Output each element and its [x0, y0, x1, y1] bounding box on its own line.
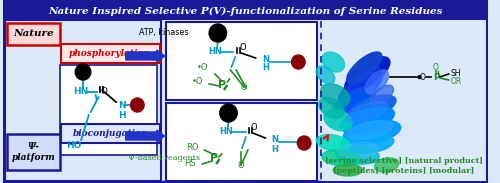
Text: Ψ-based reagents: Ψ-based reagents: [128, 154, 200, 162]
Ellipse shape: [346, 102, 388, 122]
Circle shape: [220, 104, 237, 122]
Ellipse shape: [340, 107, 394, 133]
Circle shape: [418, 76, 421, 79]
FancyArrow shape: [126, 130, 164, 142]
Text: •O: •O: [192, 77, 203, 87]
Ellipse shape: [333, 87, 376, 113]
Circle shape: [76, 64, 91, 80]
FancyBboxPatch shape: [60, 65, 156, 155]
Text: RO: RO: [186, 143, 199, 152]
Text: O: O: [420, 72, 426, 81]
Ellipse shape: [346, 52, 382, 84]
FancyBboxPatch shape: [8, 134, 60, 170]
Ellipse shape: [338, 142, 379, 158]
Ellipse shape: [348, 121, 393, 139]
Ellipse shape: [320, 84, 350, 106]
Text: O: O: [238, 162, 244, 171]
Ellipse shape: [340, 133, 394, 153]
Text: N: N: [262, 55, 269, 64]
Text: [peptides] [proteins] [modular]: [peptides] [proteins] [modular]: [334, 167, 474, 175]
Text: Nature Inspired Selective P(V)-functionalization of Serine Residues: Nature Inspired Selective P(V)-functiona…: [48, 6, 443, 16]
Text: P: P: [218, 80, 226, 90]
Text: Ψ-
platform: Ψ- platform: [12, 142, 56, 162]
FancyBboxPatch shape: [166, 103, 317, 181]
Text: P: P: [210, 153, 218, 163]
Text: phosphorylation: phosphorylation: [69, 49, 151, 59]
Text: O: O: [240, 42, 246, 51]
FancyBboxPatch shape: [322, 21, 486, 181]
Ellipse shape: [316, 135, 350, 152]
Ellipse shape: [333, 164, 362, 176]
Text: O: O: [250, 122, 257, 132]
Ellipse shape: [374, 158, 398, 172]
Text: O: O: [101, 87, 108, 96]
Text: H: H: [118, 111, 126, 119]
Text: bioconjugation: bioconjugation: [72, 130, 148, 139]
Text: HS: HS: [184, 158, 196, 167]
Text: H: H: [262, 64, 269, 72]
Text: N: N: [272, 135, 278, 145]
Ellipse shape: [365, 70, 388, 94]
FancyBboxPatch shape: [166, 22, 317, 100]
Text: HN: HN: [74, 87, 88, 96]
Text: HO: HO: [66, 141, 82, 150]
Text: [serine selective] [natural product]: [serine selective] [natural product]: [325, 157, 483, 165]
Ellipse shape: [344, 57, 390, 93]
Ellipse shape: [322, 150, 360, 166]
Ellipse shape: [348, 95, 396, 121]
Text: H: H: [272, 145, 278, 154]
Ellipse shape: [370, 85, 394, 105]
Ellipse shape: [339, 73, 382, 103]
Ellipse shape: [348, 67, 380, 93]
Ellipse shape: [316, 66, 335, 84]
Ellipse shape: [319, 98, 344, 118]
Text: O: O: [433, 64, 439, 72]
Circle shape: [298, 136, 311, 150]
Circle shape: [130, 98, 144, 112]
FancyBboxPatch shape: [60, 124, 160, 143]
Text: N: N: [118, 100, 126, 109]
Ellipse shape: [336, 146, 379, 164]
FancyBboxPatch shape: [4, 1, 488, 20]
Circle shape: [209, 24, 226, 42]
Circle shape: [292, 55, 305, 69]
Ellipse shape: [324, 109, 352, 131]
Text: Nature: Nature: [14, 29, 54, 38]
Text: OR: OR: [450, 77, 462, 87]
Ellipse shape: [344, 120, 401, 144]
Ellipse shape: [322, 52, 344, 72]
Text: P: P: [432, 72, 440, 81]
Text: •O: •O: [196, 64, 208, 72]
Text: HN: HN: [220, 128, 234, 137]
Text: O: O: [240, 83, 248, 92]
FancyBboxPatch shape: [4, 1, 488, 182]
Text: HN: HN: [208, 48, 222, 57]
FancyBboxPatch shape: [8, 23, 60, 45]
Text: SH: SH: [450, 68, 461, 77]
Text: ATP, kinases: ATP, kinases: [139, 29, 188, 38]
FancyBboxPatch shape: [60, 44, 160, 63]
FancyBboxPatch shape: [6, 20, 160, 181]
FancyArrow shape: [126, 50, 164, 62]
